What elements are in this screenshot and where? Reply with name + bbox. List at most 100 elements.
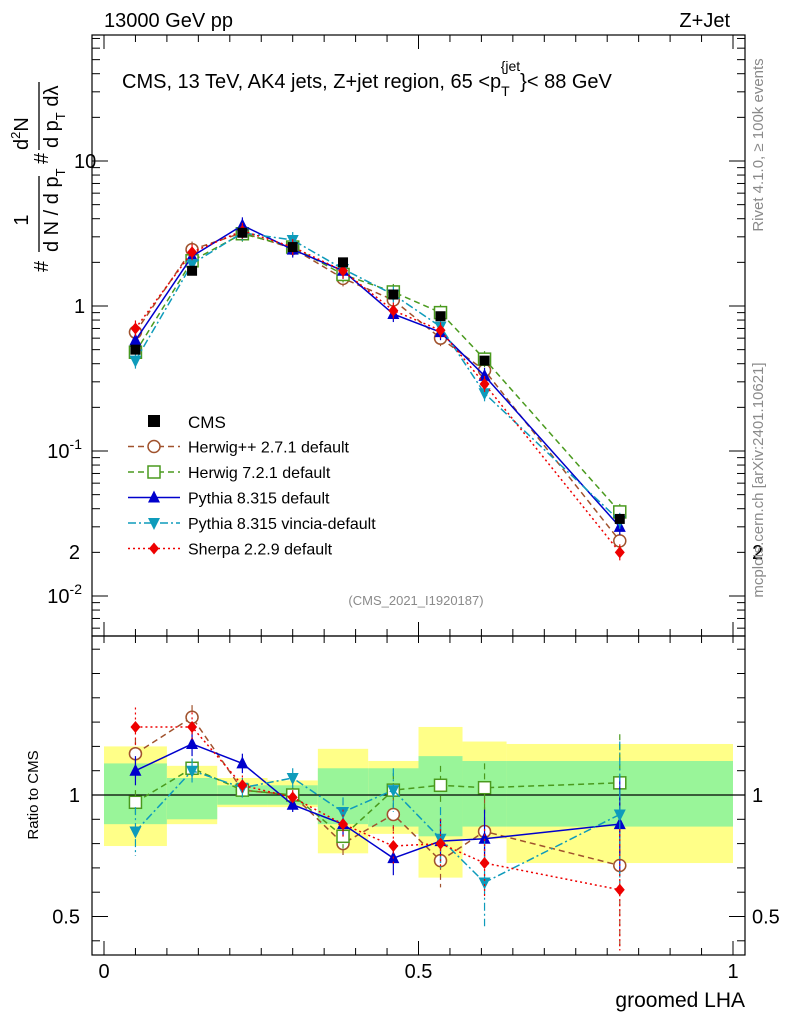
header-right: Z+Jet xyxy=(679,10,730,32)
ratio-point-sherpa-2-2-9-default xyxy=(435,837,446,850)
ratio-point-sherpa-2-2-9-default xyxy=(237,779,248,792)
ratio-line-sherpa-2-2-9-default xyxy=(135,726,620,891)
ratio-point-sherpa-2-2-9-default xyxy=(614,883,625,896)
ratio-point-sherpa-2-2-9-default xyxy=(187,720,198,733)
legend-label: Sherpa 2.2.9 default xyxy=(188,542,333,559)
y-tick-base: 10 xyxy=(47,441,69,463)
svg-text:d2N: d2N xyxy=(8,117,33,150)
legend-marker xyxy=(147,439,161,454)
ratio-point-pythia-8-315-default xyxy=(129,763,142,776)
series-point-pythia-8-315-default xyxy=(478,368,491,381)
legend-label: Herwig 7.2.1 default xyxy=(188,465,331,482)
legend-marker xyxy=(148,490,160,503)
cms-data-point xyxy=(435,311,446,322)
legend-label: Pythia 8.315 vincia-default xyxy=(188,516,376,533)
ratio-point-pythia-8-315-vincia-default xyxy=(337,807,350,820)
title-post: }< 88 GeV xyxy=(520,71,612,93)
x-axis-label: groomed LHA xyxy=(615,989,745,1012)
cms-band-inner xyxy=(166,777,218,820)
cms-data-point xyxy=(287,242,298,253)
ratio-point-pythia-8-315-vincia-default xyxy=(186,765,199,778)
cms-data-point xyxy=(614,513,625,524)
ratio-point-pythia-8-315-default xyxy=(286,797,299,810)
series-point-sherpa-2-2-9-default xyxy=(338,264,349,277)
ratio-point-sherpa-2-2-9-default xyxy=(130,720,141,733)
legend-label: Herwig++ 2.7.1 default xyxy=(188,440,350,457)
title-pre: CMS, 13 TeV, AK4 jets, Z+jet region, 65 … xyxy=(122,71,501,93)
ratio-bands xyxy=(104,726,733,878)
ratio-point-sherpa-2-2-9-default xyxy=(338,818,349,831)
ratio-point-pythia-8-315-default xyxy=(478,831,491,844)
legend-marker xyxy=(147,465,161,479)
ratio-y-tick-label-right: 1 xyxy=(752,785,763,807)
y-tick-base: 10 xyxy=(47,586,69,608)
cms-data-point xyxy=(388,289,399,300)
ylabel-f1-den: d N / d p xyxy=(41,176,63,252)
y-tick-exp: -1 xyxy=(70,436,83,452)
mcplots-label: mcplots.cern.ch [arXiv:2401.10621] xyxy=(750,362,767,597)
svg-text:#: # xyxy=(31,260,53,272)
y-tick-exp: -2 xyxy=(70,581,83,597)
ratio-point-herwig-7-2-1-default xyxy=(128,795,143,810)
ratio-line-herwig-2-7-1-default xyxy=(135,716,620,867)
series-layer xyxy=(128,217,627,951)
y-tick-label: 10 xyxy=(74,151,96,173)
title-sub: T xyxy=(501,83,510,99)
legend-marker-cms xyxy=(148,415,160,427)
ratio-y-tick-label-right: 0.5 xyxy=(752,907,780,929)
cms-data-point xyxy=(479,355,490,366)
ylabel-f2-sub: T xyxy=(53,112,68,120)
ratio-point-pythia-8-315-vincia-default xyxy=(613,809,626,822)
ylabel-f1-sub: T xyxy=(53,168,68,176)
header-left: 13000 GeV pp xyxy=(104,10,233,32)
ratio-line-pythia-8-315-vincia-default xyxy=(134,769,621,884)
series-point-sherpa-2-2-9-default xyxy=(479,377,490,390)
cms-data-point xyxy=(187,265,198,276)
series-point-pythia-8-315-vincia-default xyxy=(186,258,199,271)
ratio-y-tick-label: 1 xyxy=(69,785,80,807)
ratio-y-tick-label-right: 2 xyxy=(752,542,763,564)
rivet-label: Rivet 4.1.0, ≥ 100k events xyxy=(750,58,767,231)
x-tick-label: 0.5 xyxy=(405,961,433,983)
legend-label-cms: CMS xyxy=(188,413,226,432)
ratio-point-pythia-8-315-vincia-default xyxy=(129,826,142,839)
title-sup: {jet xyxy=(501,58,521,74)
ratio-point-herwig-7-2-1-default xyxy=(477,780,492,795)
ylabel-f2-tail2: dλ xyxy=(41,86,63,113)
x-tick-label: 1 xyxy=(727,961,738,983)
svg-text:d pT dλ: d pT dλ xyxy=(41,86,68,148)
y-tick-label: 1 xyxy=(74,296,85,318)
cms-data-point xyxy=(130,344,141,355)
ratio-point-pythia-8-315-default xyxy=(186,736,199,749)
ratio-point-herwig-2-7-1-default xyxy=(386,807,401,822)
x-tick-label: 0 xyxy=(98,961,109,983)
ratio-point-sherpa-2-2-9-default xyxy=(287,791,298,804)
series-point-sherpa-2-2-9-default xyxy=(187,246,198,259)
ylabel-f1-num: 1 xyxy=(11,214,33,225)
series-point-sherpa-2-2-9-default xyxy=(614,546,625,559)
series-point-sherpa-2-2-9-default xyxy=(435,324,446,337)
ratio-point-sherpa-2-2-9-default xyxy=(479,857,490,870)
ylabel-hash2: # xyxy=(31,152,53,164)
y-tick-label: 10-1 xyxy=(47,436,82,463)
series-point-sherpa-2-2-9-default xyxy=(130,322,141,335)
series-point-sherpa-2-2-9-default xyxy=(388,304,399,317)
ratio-point-pythia-8-315-vincia-default xyxy=(286,772,299,785)
ratio-point-sherpa-2-2-9-default xyxy=(388,840,399,853)
ylabel-f2-sup: 2 xyxy=(8,132,23,139)
series-point-pythia-8-315-default xyxy=(129,333,142,346)
series-line-pythia-8-315-vincia-default xyxy=(134,231,621,522)
legend-marker xyxy=(149,542,159,555)
ratio-point-pythia-8-315-vincia-default xyxy=(387,785,400,798)
series-point-pythia-8-315-vincia-default xyxy=(478,388,491,401)
ratio-y-tick-label: 0.5 xyxy=(52,907,80,929)
ratio-point-pythia-8-315-default xyxy=(236,756,249,769)
ylabel-hash: # xyxy=(31,260,53,272)
y-axis-label: # 1 d N / d pT # d2N d pT dλ xyxy=(8,82,68,272)
ratio-y-label: Ratio to CMS xyxy=(25,750,42,839)
cms-data-point xyxy=(338,257,349,268)
ratio-y-tick-label: 2 xyxy=(69,542,80,564)
ylabel-f2-num: d xyxy=(11,139,33,150)
